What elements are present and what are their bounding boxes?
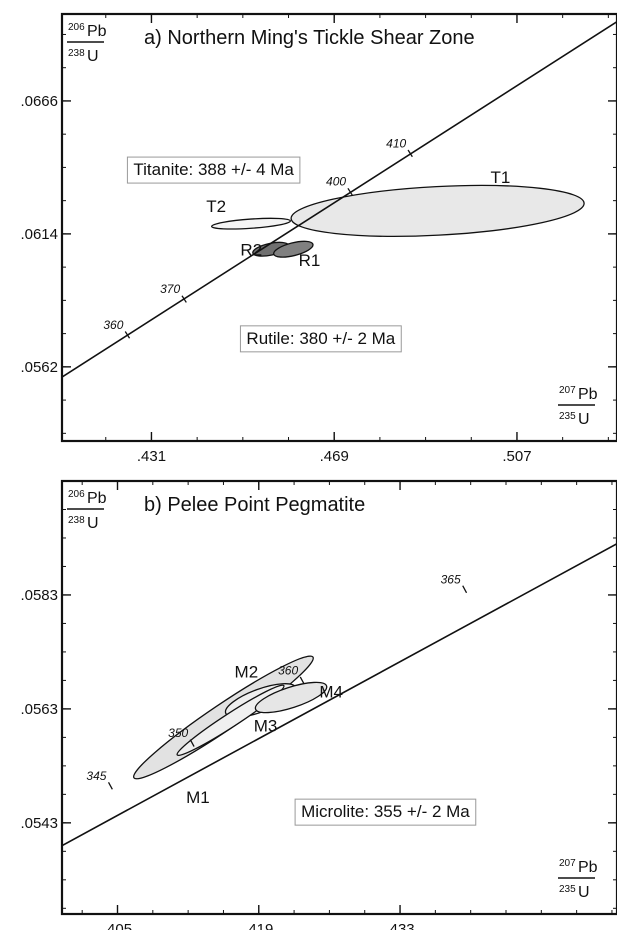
y-tick-label: .0563: [20, 701, 58, 718]
concordia-curve: [62, 542, 617, 847]
x-tick-label: .419: [244, 921, 273, 930]
ellipse-label: M1: [186, 788, 210, 807]
concordia-age-label: 410: [386, 136, 406, 150]
ratio-den-element: U: [87, 515, 99, 532]
error-ellipse-r1: [273, 240, 314, 258]
ellipse-label: M2: [235, 663, 259, 682]
concordia-age-label: 360: [103, 318, 123, 332]
panel-a-concordia: 360 370 400 410 T1 T2 R2 R1 Titanite: 388 +/- 4 …: [20, 12, 617, 465]
ratio-num-element: Pb: [87, 490, 107, 507]
ratio-den-mass: 235: [559, 884, 576, 895]
error-ellipse-t1: [290, 184, 585, 237]
y-tick-label: .0543: [20, 815, 58, 832]
plot-frame: [60, 479, 617, 916]
ratio-num-mass: 206: [68, 22, 85, 33]
concordia-age-tick: [181, 295, 187, 303]
panel-b-concordia: 345 350 360 365 M1 M2 M3 M4 Microlite: 355 +/- 2…: [20, 479, 617, 930]
y-tick-label: .0666: [20, 93, 58, 110]
ellipse-label: R1: [299, 251, 321, 270]
ellipse-label: R2: [240, 241, 262, 260]
y-tick-label: .0614: [20, 226, 58, 243]
age-result-box: [239, 325, 402, 353]
error-ellipse-t2: [211, 217, 291, 230]
y-tick-label: .0562: [20, 359, 58, 376]
concordia-age-tick: [299, 676, 305, 685]
x-tick-label: .469: [320, 448, 349, 465]
x-tick-label: .431: [137, 448, 166, 465]
x-tick-label: .433: [385, 921, 414, 930]
x-tick-label: .405: [103, 921, 132, 930]
ratio-num-element: Pb: [578, 386, 598, 403]
ratio-num-element: Pb: [87, 23, 107, 40]
error-ellipse-m3: [176, 684, 285, 757]
concordia-age-tick: [189, 739, 195, 747]
x-tick-label: .507: [502, 448, 531, 465]
concordia-age-tick: [347, 187, 353, 196]
concordia-age-label: 370: [160, 282, 180, 296]
ratio-num-mass: 207: [559, 858, 576, 869]
ellipse-label: T1: [491, 168, 511, 187]
concordia-age-label: 345: [86, 769, 106, 783]
ratio-den-mass: 235: [559, 411, 576, 422]
concordia-curve: [62, 20, 617, 378]
plot-frame: [60, 12, 617, 443]
ratio-num-element: Pb: [578, 859, 598, 876]
plot-area: [62, 542, 617, 847]
panel-title: a) Northern Ming's Tickle Shear Zone: [144, 27, 475, 49]
concordia-age-label: 400: [326, 175, 346, 189]
concordia-age-label: 350: [168, 726, 188, 740]
ratio-num-mass: 207: [559, 385, 576, 396]
concordia-age-label: 365: [441, 572, 461, 586]
age-result-text: Titanite: 388 +/- 4 Ma: [133, 160, 294, 179]
ratio-den-mass: 238: [68, 515, 85, 526]
concordia-age-tick: [407, 149, 413, 158]
ratio-den-element: U: [87, 48, 99, 65]
ellipse-label: M4: [319, 683, 343, 702]
age-result-box: [294, 798, 477, 826]
concordia-age-tick: [124, 331, 131, 339]
age-result-text: Rutile: 380 +/- 2 Ma: [246, 329, 395, 348]
ratio-den-element: U: [578, 411, 590, 428]
ratio-num-mass: 206: [68, 489, 85, 500]
error-ellipse-m4: [254, 681, 328, 714]
age-result-text: Microlite: 355 +/- 2 Ma: [301, 802, 470, 821]
concordia-age-tick: [107, 781, 113, 790]
ratio-den-mass: 238: [68, 48, 85, 59]
ellipse-label: T2: [206, 197, 226, 216]
concordia-age-tick: [462, 585, 468, 594]
panel-title: b) Pelee Point Pegmatite: [144, 494, 365, 516]
y-tick-label: .0583: [20, 587, 58, 604]
plot-area: [62, 20, 617, 378]
ellipse-label: M3: [254, 717, 278, 736]
age-result-box: [126, 156, 301, 184]
concordia-age-label: 360: [278, 663, 298, 677]
ratio-den-element: U: [578, 884, 590, 901]
